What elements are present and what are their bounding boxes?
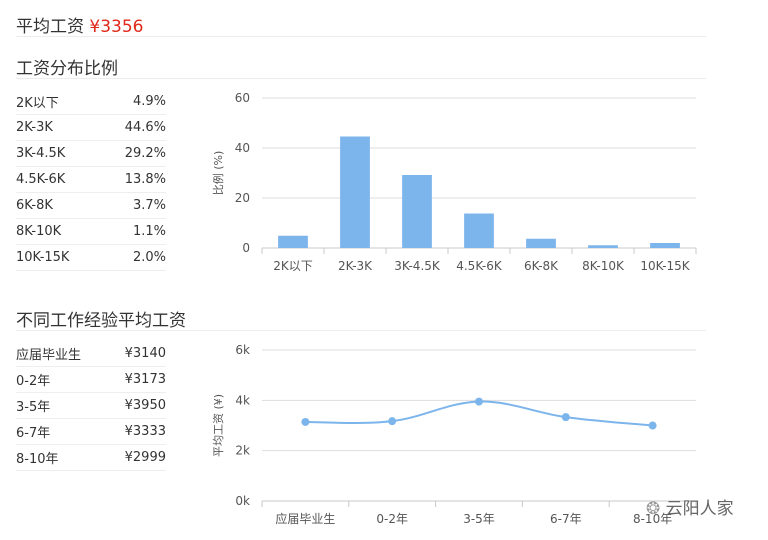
row-label: 2K-3K: [16, 114, 101, 141]
experience-section-title: 不同工作经验平均工资: [16, 311, 186, 331]
distribution-table: 2K以下 4.9% 2K-3K 44.6% 3K-4.5K 29.2% 4.5K-6K 13.…: [16, 89, 166, 271]
average-salary-value: ¥3356: [89, 17, 144, 37]
watermark: ❂ 云阳人家: [646, 494, 734, 519]
divider: [16, 36, 706, 37]
data-point: [561, 413, 570, 422]
y-tick-label: 0: [242, 241, 250, 255]
row-label: 3-5年: [16, 392, 108, 419]
wechat-icon: ❂: [646, 499, 661, 519]
average-salary-header: 平均工资 ¥3356: [16, 12, 144, 37]
row-value: 13.8%: [100, 166, 166, 193]
x-tick-label: 8K-10K: [582, 259, 625, 273]
row-value: ¥3140: [107, 341, 166, 367]
row-label: 6K-8K: [16, 192, 101, 219]
table-row: 2K以下 4.9%: [16, 89, 166, 115]
x-tick-label: 0-2年: [376, 512, 408, 526]
y-axis-title: 比例 (%): [211, 151, 225, 196]
row-value: 1.1%: [100, 218, 166, 245]
row-value: 44.6%: [100, 114, 166, 141]
data-point: [388, 417, 397, 426]
x-tick-label: 6-7年: [550, 512, 582, 526]
y-axis-title: 平均工资 (¥): [212, 394, 225, 457]
row-label: 8K-10K: [16, 218, 101, 245]
x-tick-label: 2K以下: [273, 259, 313, 273]
table-row: 6K-8K 3.7%: [16, 192, 166, 219]
watermark-text: 云阳人家: [665, 499, 734, 519]
y-tick-label: 60: [235, 91, 250, 105]
row-label: 3K-4.5K: [16, 140, 101, 167]
row-label: 2K以下: [16, 89, 101, 115]
x-tick-label: 3K-4.5K: [394, 259, 441, 273]
row-value: ¥3950: [107, 392, 166, 419]
divider: [16, 330, 706, 331]
bar: [650, 243, 680, 248]
table-row: 0-2年 ¥3173: [16, 366, 166, 393]
table-row: 10K-15K 2.0%: [16, 244, 166, 271]
row-value: 4.9%: [100, 89, 166, 115]
row-label: 10K-15K: [16, 244, 101, 271]
row-label: 0-2年: [16, 366, 108, 393]
table-row: 6-7年 ¥3333: [16, 418, 166, 445]
bar: [340, 136, 370, 248]
data-point: [475, 397, 483, 406]
row-value: ¥3173: [107, 366, 166, 393]
row-value: 3.7%: [100, 192, 166, 219]
row-label: 6-7年: [16, 418, 108, 445]
bar: [278, 235, 308, 248]
row-value: 2.0%: [100, 244, 166, 271]
distribution-bar-chart: 0 20 40 60 比例 (%) 2K以下 2K-3K 3K-4.5K 4.5K-6K 6K-8…: [211, 91, 697, 273]
experience-line-chart: 0k 2k 4k 6k 平均工资 (¥) 应届毕业生 0-2年 3-5年 6-7年 8-10年: [212, 343, 697, 526]
bar: [464, 213, 494, 248]
bar: [526, 238, 556, 248]
x-tick-label: 10K-15K: [640, 259, 690, 273]
row-value: ¥3333: [107, 418, 166, 445]
experience-table: 应届毕业生 ¥3140 0-2年 ¥3173 3-5年 ¥3950 6-7年 ¥3333 8-1…: [16, 341, 166, 471]
table-row: 2K-3K 44.6%: [16, 114, 166, 141]
row-value: 29.2%: [100, 140, 166, 167]
divider: [16, 78, 706, 79]
row-label: 8-10年: [16, 444, 108, 471]
x-tick-label: 4.5K-6K: [456, 259, 503, 273]
row-label: 4.5K-6K: [16, 166, 101, 193]
x-tick-label: 8-10年: [633, 512, 672, 526]
x-tick-label: 2K-3K: [338, 259, 373, 273]
table-row: 8-10年 ¥2999: [16, 444, 166, 471]
x-tick-label: 3-5年: [463, 512, 495, 526]
x-tick-label: 6K-8K: [524, 259, 559, 273]
distribution-section-title: 工资分布比例: [16, 59, 118, 79]
y-tick-label: 4k: [235, 393, 250, 407]
row-label: 应届毕业生: [16, 341, 108, 367]
table-row: 3-5年 ¥3950: [16, 392, 166, 419]
bar: [588, 245, 618, 248]
y-tick-label: 40: [235, 141, 250, 155]
average-salary-label: 平均工资: [16, 17, 84, 37]
table-row: 8K-10K 1.1%: [16, 218, 166, 245]
y-tick-label: 0k: [235, 494, 250, 508]
y-tick-label: 2k: [235, 444, 250, 458]
data-point: [648, 421, 657, 430]
table-row: 应届毕业生 ¥3140: [16, 341, 166, 367]
row-value: ¥2999: [107, 444, 166, 471]
table-row: 3K-4.5K 29.2%: [16, 140, 166, 167]
table-row: 4.5K-6K 13.8%: [16, 166, 166, 193]
data-point: [301, 417, 310, 426]
bar: [402, 175, 432, 248]
y-tick-label: 20: [235, 191, 250, 205]
x-tick-label: 应届毕业生: [275, 511, 335, 526]
y-tick-label: 6k: [235, 343, 250, 357]
